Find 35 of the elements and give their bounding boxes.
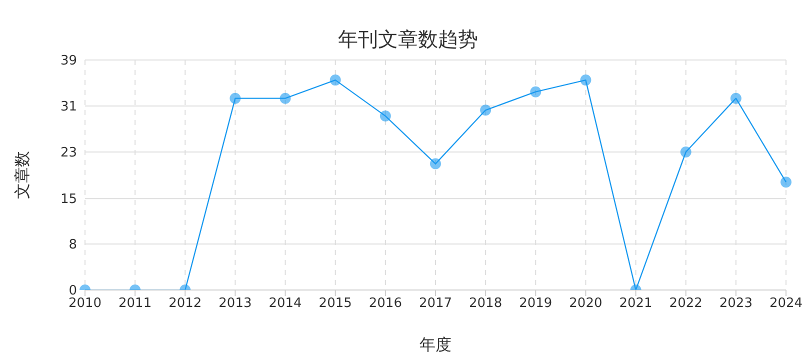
x-tick-label: 2023: [719, 296, 752, 312]
x-tick-label: 2012: [168, 296, 202, 312]
point: [430, 158, 441, 170]
point: [530, 86, 542, 98]
point: [480, 104, 492, 116]
point: [230, 92, 241, 104]
x-tick-label: 2010: [68, 296, 102, 312]
x-tick-label: 2020: [569, 296, 602, 312]
y-tick-label: 15: [60, 192, 77, 208]
y-tick-label: 23: [60, 146, 77, 161]
point: [330, 74, 341, 86]
chart-title: 年刊文章数趋势: [337, 26, 479, 53]
x-tick-label: 2024: [769, 296, 803, 312]
y-tick-label: 0: [68, 284, 77, 299]
x-tick-label: 2011: [118, 296, 152, 312]
y-axis-title: 文章数: [12, 151, 32, 199]
point: [280, 92, 291, 104]
x-tick-label: 2021: [619, 296, 652, 312]
point: [680, 146, 692, 158]
x-tick-label: 2015: [318, 296, 352, 312]
point: [380, 110, 391, 122]
x-tick-label: 2019: [519, 296, 552, 312]
x-axis-title: 年度: [420, 335, 452, 354]
point: [730, 92, 742, 104]
x-tick-label: 2017: [418, 296, 452, 312]
point: [780, 176, 792, 188]
x-tick-label: 2013: [218, 296, 252, 312]
x-tick-label: 2016: [368, 296, 402, 312]
x-tick-label: 2018: [469, 296, 502, 312]
x-tick-label: 2022: [669, 296, 702, 312]
x-tick-label: 2014: [268, 296, 302, 312]
y-tick-label: 39: [60, 54, 77, 69]
y-tick-label: 8: [68, 238, 77, 253]
point: [580, 74, 592, 86]
y-tick-label: 31: [60, 100, 77, 115]
